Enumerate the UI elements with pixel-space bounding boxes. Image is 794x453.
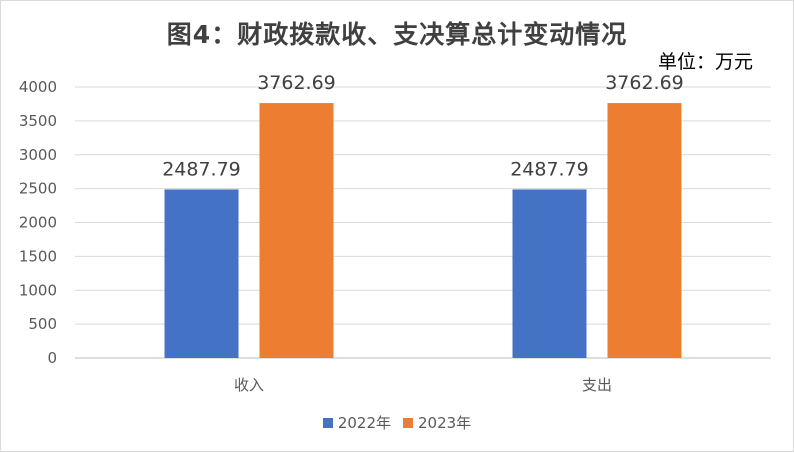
y-tick-label: 0 [47, 349, 57, 367]
bar [512, 189, 587, 358]
bar [164, 189, 239, 358]
legend-swatch [322, 417, 333, 428]
y-tick-label: 2000 [19, 214, 57, 232]
y-tick-label: 1000 [19, 281, 57, 299]
y-tick-label: 3500 [19, 112, 57, 130]
y-tick-label: 500 [28, 315, 57, 333]
bar [259, 103, 334, 358]
x-category-label: 支出 [582, 376, 612, 394]
legend-swatch [403, 417, 413, 428]
legend-label: 2023年 [418, 414, 472, 432]
data-label: 2487.79 [510, 158, 589, 180]
y-tick-label: 4000 [19, 78, 57, 96]
data-label: 2487.79 [162, 158, 241, 180]
y-tick-label: 1500 [19, 247, 57, 265]
bar [607, 103, 682, 358]
x-category-label: 收入 [234, 376, 264, 394]
data-label: 3762.69 [605, 72, 684, 94]
y-tick-label: 2500 [19, 180, 57, 198]
legend-item: 2022年 [322, 412, 391, 433]
legend-label: 2022年 [337, 414, 391, 432]
data-label: 3762.69 [257, 72, 336, 94]
y-tick-label: 3000 [19, 146, 57, 164]
unit-label: 单位：万元 [657, 51, 753, 73]
chart-title: 图4：财政拨款收、支决算总计变动情况 [166, 20, 628, 49]
legend: 2022年 2023年 [1, 412, 793, 433]
legend-item: 2023年 [403, 412, 471, 433]
